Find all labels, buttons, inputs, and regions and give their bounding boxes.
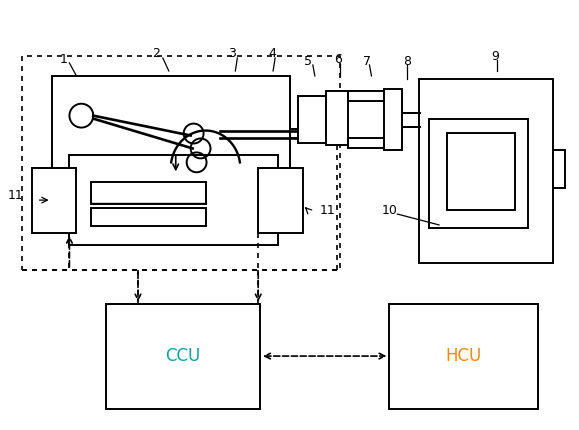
Bar [32,168,76,233]
Text: 9: 9 [492,49,500,62]
Bar [91,182,206,204]
Bar [69,155,278,245]
Text: 6: 6 [334,52,342,65]
Bar [419,79,554,263]
Bar [22,56,340,270]
Bar [106,304,260,409]
Text: 2: 2 [152,46,160,59]
Text: 11: 11 [320,203,336,217]
Bar [384,89,402,150]
Bar [326,91,347,145]
Bar [389,304,538,409]
Text: 4: 4 [268,46,276,59]
Text: 11: 11 [8,189,24,202]
Text: 3: 3 [229,46,236,59]
Text: 7: 7 [364,55,372,68]
Bar [429,119,529,228]
Text: 1: 1 [60,52,67,65]
Text: 5: 5 [304,55,312,68]
Text: 10: 10 [382,203,397,217]
Bar [447,132,515,210]
Bar [91,208,206,226]
Text: HCU: HCU [446,347,482,365]
Text: 8: 8 [403,55,411,68]
Bar [554,150,565,188]
Text: CCU: CCU [165,347,200,365]
Bar [258,168,303,233]
Bar [52,76,290,175]
Bar [298,96,326,144]
